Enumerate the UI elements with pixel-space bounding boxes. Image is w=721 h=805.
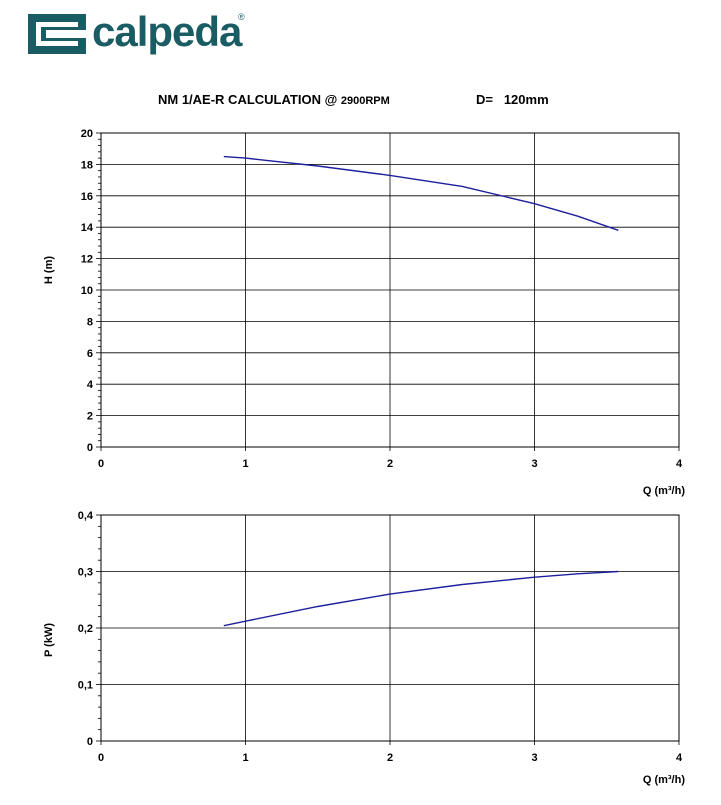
impeller-diameter: D= 120mm <box>476 92 549 107</box>
head-y-tick-label: 16 <box>81 191 93 203</box>
power-y-tick-label: 0,4 <box>78 510 94 522</box>
head-y-tick-label: 10 <box>81 285 93 297</box>
calpeda-logo-mark <box>28 14 86 54</box>
power-y-tick-label: 0,2 <box>78 623 93 635</box>
head-y-axis-label: H (m) <box>43 256 55 284</box>
head-x-tick-label: 2 <box>387 458 393 470</box>
head-y-tick-label: 6 <box>87 348 93 360</box>
head-y-tick-label: 4 <box>87 379 94 391</box>
calpeda-logo: calpeda ® <box>28 8 248 58</box>
power-x-tick-label: 4 <box>676 752 683 764</box>
head-y-tick-label: 2 <box>87 411 93 423</box>
power-y-tick-label: 0,1 <box>78 680 93 692</box>
brand-name: calpeda <box>92 8 242 55</box>
head-x-tick-label: 0 <box>98 458 104 470</box>
head-y-tick-label: 0 <box>87 442 93 454</box>
power-x-tick-label: 2 <box>387 752 393 764</box>
power-x-tick-label: 1 <box>242 752 248 764</box>
power-x-tick-label: 0 <box>98 752 104 764</box>
head-y-tick-label: 20 <box>81 128 93 140</box>
head-x-tick-label: 3 <box>531 458 537 470</box>
head-curve <box>223 155 619 231</box>
power-curve <box>223 570 619 627</box>
head-x-tick-label: 1 <box>242 458 248 470</box>
power-y-tick-label: 0 <box>87 736 93 748</box>
head-y-tick-label: 14 <box>81 222 94 234</box>
title-main: NM 1/AE-R CALCULATION @ <box>158 92 338 107</box>
head-x-tick-label: 4 <box>676 458 683 470</box>
head-x-axis-label: Q (m³/h) <box>643 485 685 497</box>
head-y-tick-label: 8 <box>87 316 93 328</box>
title-rpm: 2900RPM <box>340 95 390 107</box>
power-x-axis-label: Q (m³/h) <box>643 774 685 786</box>
power-y-axis-label: P (kW) <box>43 623 55 657</box>
chart-title: NM 1/AE-R CALCULATION @ 2900RPM <box>158 92 390 107</box>
head-y-tick-label: 18 <box>81 159 93 171</box>
head-y-tick-label: 12 <box>81 254 93 266</box>
registered-mark: ® <box>238 12 245 22</box>
power-x-tick-label: 3 <box>531 752 537 764</box>
power-y-tick-label: 0,3 <box>78 567 93 579</box>
